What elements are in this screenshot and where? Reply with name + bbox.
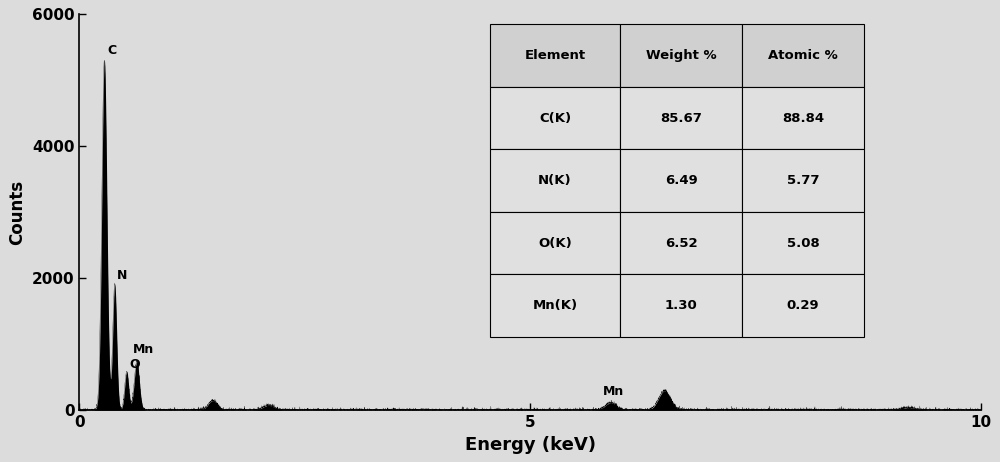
Text: Atomic %: Atomic % [768, 49, 838, 62]
Text: 0.29: 0.29 [787, 299, 819, 312]
Bar [620, 274, 742, 337]
Bar [620, 24, 742, 87]
Text: C: C [107, 44, 116, 57]
Text: Mn: Mn [602, 385, 624, 398]
Text: O(K): O(K) [538, 237, 572, 249]
Text: N(K): N(K) [538, 174, 572, 187]
Text: N: N [117, 268, 128, 281]
Bar [490, 24, 620, 87]
Bar [620, 87, 742, 149]
Text: 5.77: 5.77 [787, 174, 819, 187]
Bar [490, 87, 620, 149]
Bar [742, 212, 864, 274]
Text: 5.08: 5.08 [787, 237, 819, 249]
Bar [742, 87, 864, 149]
Text: O: O [129, 359, 140, 371]
Bar [490, 274, 620, 337]
Bar [742, 149, 864, 212]
Bar [620, 149, 742, 212]
Text: 6.52: 6.52 [665, 237, 698, 249]
Text: C(K): C(K) [539, 111, 571, 125]
Bar [742, 274, 864, 337]
Text: 88.84: 88.84 [782, 111, 824, 125]
Bar [490, 149, 620, 212]
Bar [490, 212, 620, 274]
Bar [742, 24, 864, 87]
Text: 85.67: 85.67 [660, 111, 702, 125]
Text: Weight %: Weight % [646, 49, 717, 62]
Y-axis label: Counts: Counts [8, 180, 26, 245]
Text: 1.30: 1.30 [665, 299, 698, 312]
Text: Mn(K): Mn(K) [532, 299, 578, 312]
Bar [620, 212, 742, 274]
X-axis label: Energy (keV): Energy (keV) [465, 436, 596, 454]
Text: Element: Element [524, 49, 586, 62]
Text: Mn: Mn [133, 343, 154, 356]
Text: 6.49: 6.49 [665, 174, 698, 187]
